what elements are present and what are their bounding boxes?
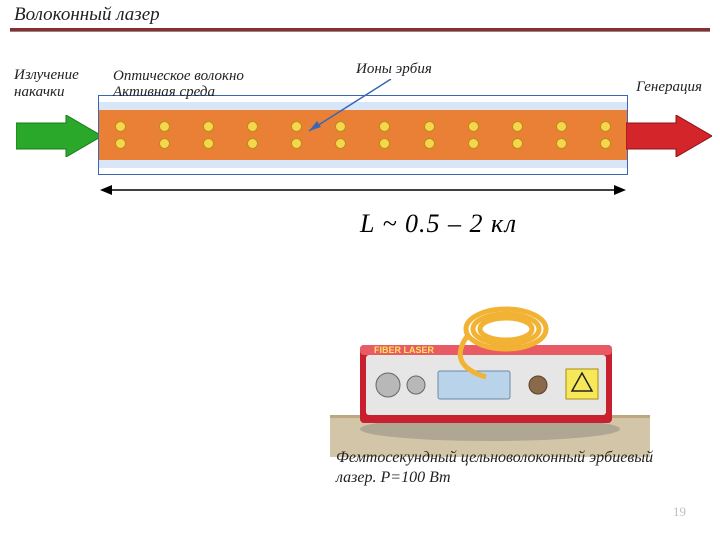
svg-text:FIBER LASER: FIBER LASER [374,345,435,355]
ion [468,121,479,132]
ion [115,138,126,149]
label-ions: Ионы эрбия [356,61,432,78]
ion [247,138,258,149]
ion [512,121,523,132]
ion [424,138,435,149]
ion-pointer-line [305,79,395,135]
ion [247,121,258,132]
ion [291,138,302,149]
ion [159,121,170,132]
ion [600,121,611,132]
ion [379,138,390,149]
ion [159,138,170,149]
device-caption: Фемтосекундный цельноволоконный эрбиевый… [336,448,696,488]
ion [556,121,567,132]
ion [424,121,435,132]
ion [468,138,479,149]
device-photo: FIBER LASER [330,297,650,457]
ion [203,138,214,149]
ion [512,138,523,149]
title-underline [10,28,710,31]
ion [335,138,346,149]
pump-arrow [16,115,102,157]
ions-row-bottom [115,138,611,149]
output-arrow [626,115,712,157]
ion [203,121,214,132]
length-arrow [100,183,626,197]
page-title: Волоконный лазер [0,0,720,28]
ion [291,121,302,132]
label-pump: Излучение накачки [14,67,104,102]
page-number: 19 [673,504,686,520]
ion [115,121,126,132]
label-fiber: Оптическое волокно [113,68,244,85]
ion [600,138,611,149]
length-formula: L ~ 0.5 – 2 кл [360,209,517,239]
ion [556,138,567,149]
label-medium: Активная среда [113,84,215,101]
label-output: Генерация [636,79,702,96]
